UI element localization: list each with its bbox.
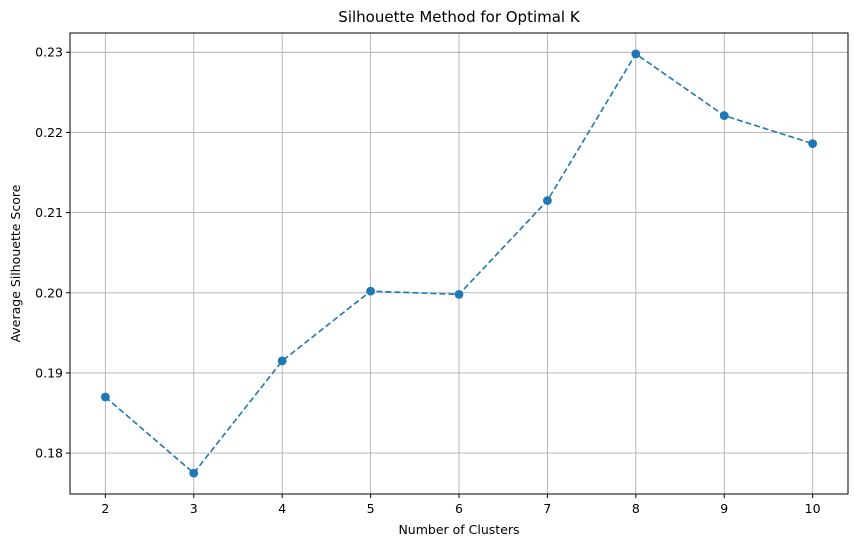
x-ticks: 2 3 4 5 6 7 8 9 10	[101, 494, 821, 516]
y-tick-label: 0.21	[35, 205, 63, 220]
series-line-group	[100, 49, 818, 478]
x-tick-label: 4	[278, 501, 286, 516]
x-tick-label: 9	[720, 501, 728, 516]
data-point	[454, 289, 464, 299]
y-tick-label: 0.22	[35, 125, 63, 140]
x-tick-label: 3	[190, 501, 198, 516]
y-tick-label: 0.20	[35, 285, 63, 300]
data-point	[277, 356, 287, 366]
chart-title: Silhouette Method for Optimal K	[338, 8, 581, 26]
x-tick-label: 6	[455, 501, 463, 516]
data-point	[366, 286, 375, 296]
x-tick-label: 7	[543, 501, 551, 516]
x-tick-label: 10	[805, 501, 821, 516]
y-tick-label: 0.19	[35, 365, 63, 380]
data-point	[631, 49, 641, 59]
x-tick-label: 2	[101, 501, 109, 516]
data-point	[100, 392, 110, 402]
y-tick-label: 0.23	[35, 45, 63, 60]
y-tick-label: 0.18	[35, 446, 63, 461]
x-tick-label: 8	[632, 501, 640, 516]
data-point	[719, 111, 729, 120]
data-point	[189, 468, 199, 478]
x-axis-label: Number of Clusters	[398, 522, 519, 537]
y-axis-label: Average Silhouette Score	[8, 184, 23, 342]
x-tick-label: 5	[367, 501, 375, 516]
data-point	[808, 139, 818, 149]
data-point	[543, 196, 552, 205]
grid	[70, 33, 848, 494]
y-ticks: 0.18 0.19 0.20 0.21 0.22 0.23	[35, 45, 70, 461]
